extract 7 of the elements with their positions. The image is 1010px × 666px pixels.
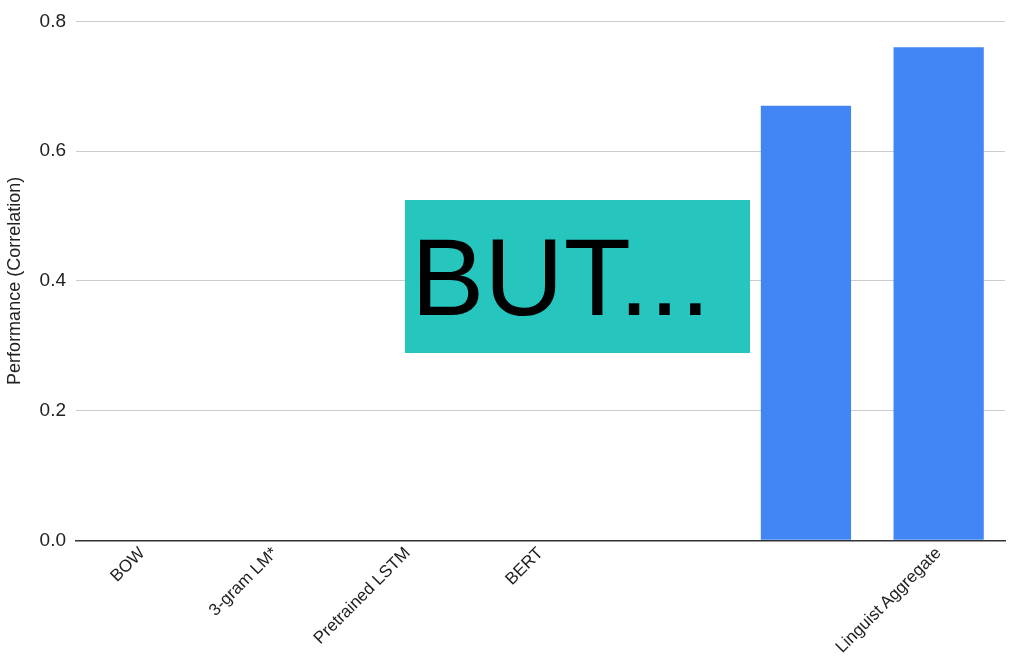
y-axis-title: Performance (Correlation) <box>3 176 24 385</box>
y-tick-label: 0.0 <box>39 528 67 550</box>
y-tick-label: 0.4 <box>39 269 67 291</box>
y-tick-label: 0.6 <box>39 139 67 161</box>
y-tick-label: 0.2 <box>39 398 67 420</box>
annotation: BUT... <box>405 200 750 353</box>
y-tick-label: 0.8 <box>39 9 67 31</box>
